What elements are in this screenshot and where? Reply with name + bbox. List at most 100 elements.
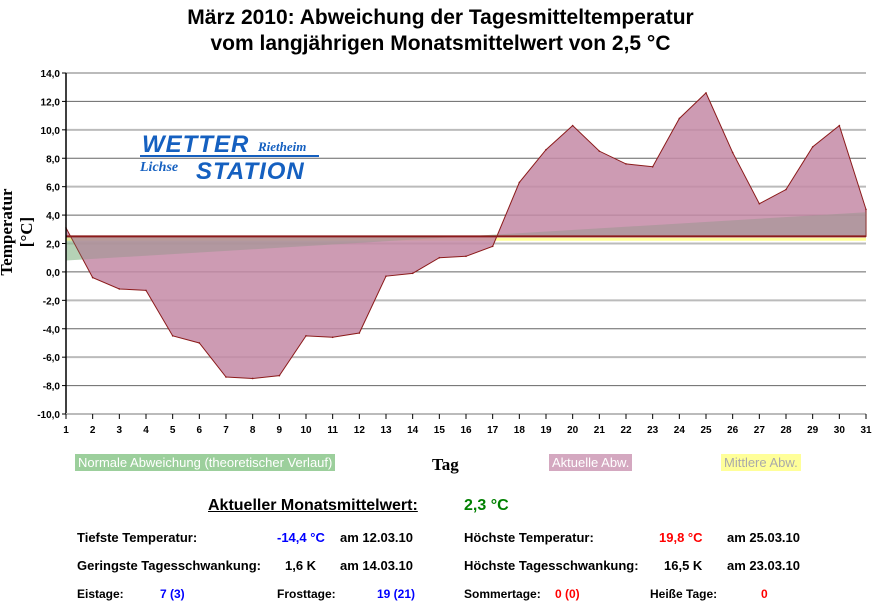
frost-days-value: 19 (21) xyxy=(377,587,416,601)
avg-label: Aktueller Monatsmittelwert: xyxy=(208,497,418,514)
max-temp-label: Höchste Temperatur: xyxy=(464,530,594,545)
data-point xyxy=(731,151,734,154)
y-tick-label: 6,0 xyxy=(46,183,60,194)
x-tick-label: 2 xyxy=(90,425,96,436)
legend-actual: Aktuelle Abw. xyxy=(549,454,633,471)
x-tick-label: 24 xyxy=(674,425,686,436)
x-tick-label: 28 xyxy=(780,425,792,436)
x-tick-label: 9 xyxy=(277,425,283,436)
logo-word-wetter: WETTER xyxy=(142,131,250,158)
y-tick-label: -4,0 xyxy=(43,325,61,336)
x-tick-label: 12 xyxy=(354,425,366,436)
frost-days-label: Frosttage: xyxy=(277,587,336,601)
x-tick-label: 29 xyxy=(807,425,819,436)
chart-title-line2: vom langjährigen Monatsmittelwert von 2,… xyxy=(210,32,671,55)
x-tick-label: 26 xyxy=(727,425,739,436)
data-point xyxy=(385,275,387,277)
data-point xyxy=(865,208,867,211)
x-tick-label: 21 xyxy=(594,425,606,436)
chart-area: 14,0 12,0 10,0 8,0 6,0 4,0 2,0 0,0 -2,0 -4,0 -6,0 -… xyxy=(37,69,872,436)
y-tick-label: -10,0 xyxy=(37,410,60,421)
chart-title-line1: März 2010: Abweichung der Tagesmitteltem… xyxy=(187,6,694,29)
x-tick-label: 13 xyxy=(380,425,392,436)
x-tick-label: 15 xyxy=(434,425,446,436)
wetterstation-logo: WETTER Rietheim Lichse STATION xyxy=(140,131,320,186)
x-tick-label: 6 xyxy=(197,425,203,436)
data-point xyxy=(545,148,547,151)
data-point xyxy=(598,150,601,152)
data-point xyxy=(198,342,201,344)
min-temp-label: Tiefste Temperatur: xyxy=(77,530,198,545)
min-range-date: am 14.03.10 xyxy=(340,558,414,573)
hot-days-label: Heiße Tage: xyxy=(650,587,718,601)
max-range-label: Höchste Tagesschwankung: xyxy=(464,558,639,573)
data-point xyxy=(705,92,707,94)
data-point xyxy=(785,188,787,191)
x-tick-label: 10 xyxy=(300,425,312,436)
data-point xyxy=(145,289,147,292)
data-point xyxy=(251,377,254,380)
data-point xyxy=(411,272,414,275)
x-tick-label: 4 xyxy=(143,425,149,436)
data-point xyxy=(118,288,121,290)
y-axis-label: Temperatur [°C] xyxy=(0,188,36,276)
avg-value: 2,3 °C xyxy=(464,497,509,514)
logo-place-lichse: Lichse xyxy=(140,160,179,175)
data-point xyxy=(651,165,654,168)
data-point xyxy=(331,336,334,339)
min-range-label: Geringste Tagesschwankung: xyxy=(77,558,261,573)
x-tick-label: 7 xyxy=(223,425,229,436)
x-axis-label: Tag xyxy=(432,455,459,474)
data-point xyxy=(491,245,494,248)
data-point xyxy=(305,335,307,337)
x-tick-label: 25 xyxy=(700,425,712,436)
y-tick-label: 12,0 xyxy=(41,97,61,108)
x-tick-label: 16 xyxy=(460,425,472,436)
logo-word-station: STATION xyxy=(196,158,305,185)
data-point xyxy=(518,181,521,184)
legend-mean: Mittlere Abw. xyxy=(721,454,801,471)
legend-normal: Normale Abweichung (theoretischer Verlau… xyxy=(75,454,336,471)
ice-days-label: Eistage: xyxy=(77,587,124,601)
data-point xyxy=(225,376,227,378)
data-point xyxy=(811,146,814,148)
actual-deviation-area xyxy=(65,92,867,379)
max-temp-date: am 25.03.10 xyxy=(727,530,801,545)
data-point xyxy=(171,335,174,337)
y-tick-label: 2,0 xyxy=(46,240,60,251)
max-temp-value: 19,8 °C xyxy=(659,530,703,545)
logo-place-rietheim: Rietheim xyxy=(258,139,307,154)
y-tick-label: -6,0 xyxy=(43,353,61,364)
min-temp-value: -14,4 °C xyxy=(277,530,325,545)
hot-days-value: 0 xyxy=(761,587,768,601)
x-tick-label: 18 xyxy=(514,425,526,436)
x-tick-label: 1 xyxy=(63,425,69,436)
data-point xyxy=(625,163,627,165)
y-tick-label: 0,0 xyxy=(46,268,60,279)
x-tick-label: 31 xyxy=(860,425,872,436)
min-range-value: 1,6 K xyxy=(285,558,317,573)
y-tick-label: -2,0 xyxy=(43,296,61,307)
data-point xyxy=(278,374,281,377)
data-point xyxy=(838,124,841,127)
y-tick-label: 8,0 xyxy=(46,154,60,165)
data-point xyxy=(91,276,94,279)
x-tick-label: 30 xyxy=(834,425,846,436)
data-point xyxy=(358,332,361,334)
y-tick-label: 10,0 xyxy=(41,126,61,137)
y-tick-label: 4,0 xyxy=(46,211,60,222)
summer-days-label: Sommertage: xyxy=(464,587,541,601)
x-tick-label: 27 xyxy=(754,425,766,436)
x-tick-label: 11 xyxy=(327,425,338,436)
summer-days-value: 0 (0) xyxy=(555,587,580,601)
data-point xyxy=(465,255,467,258)
x-tick-label: 14 xyxy=(407,425,419,436)
min-temp-date: am 12.03.10 xyxy=(340,530,414,545)
x-tick-label: 23 xyxy=(647,425,659,436)
x-tick-label: 8 xyxy=(250,425,256,436)
y-tick-label: -8,0 xyxy=(43,382,61,393)
x-tick-label: 5 xyxy=(170,425,176,436)
x-tick-label: 17 xyxy=(487,425,499,436)
data-point xyxy=(571,124,574,127)
